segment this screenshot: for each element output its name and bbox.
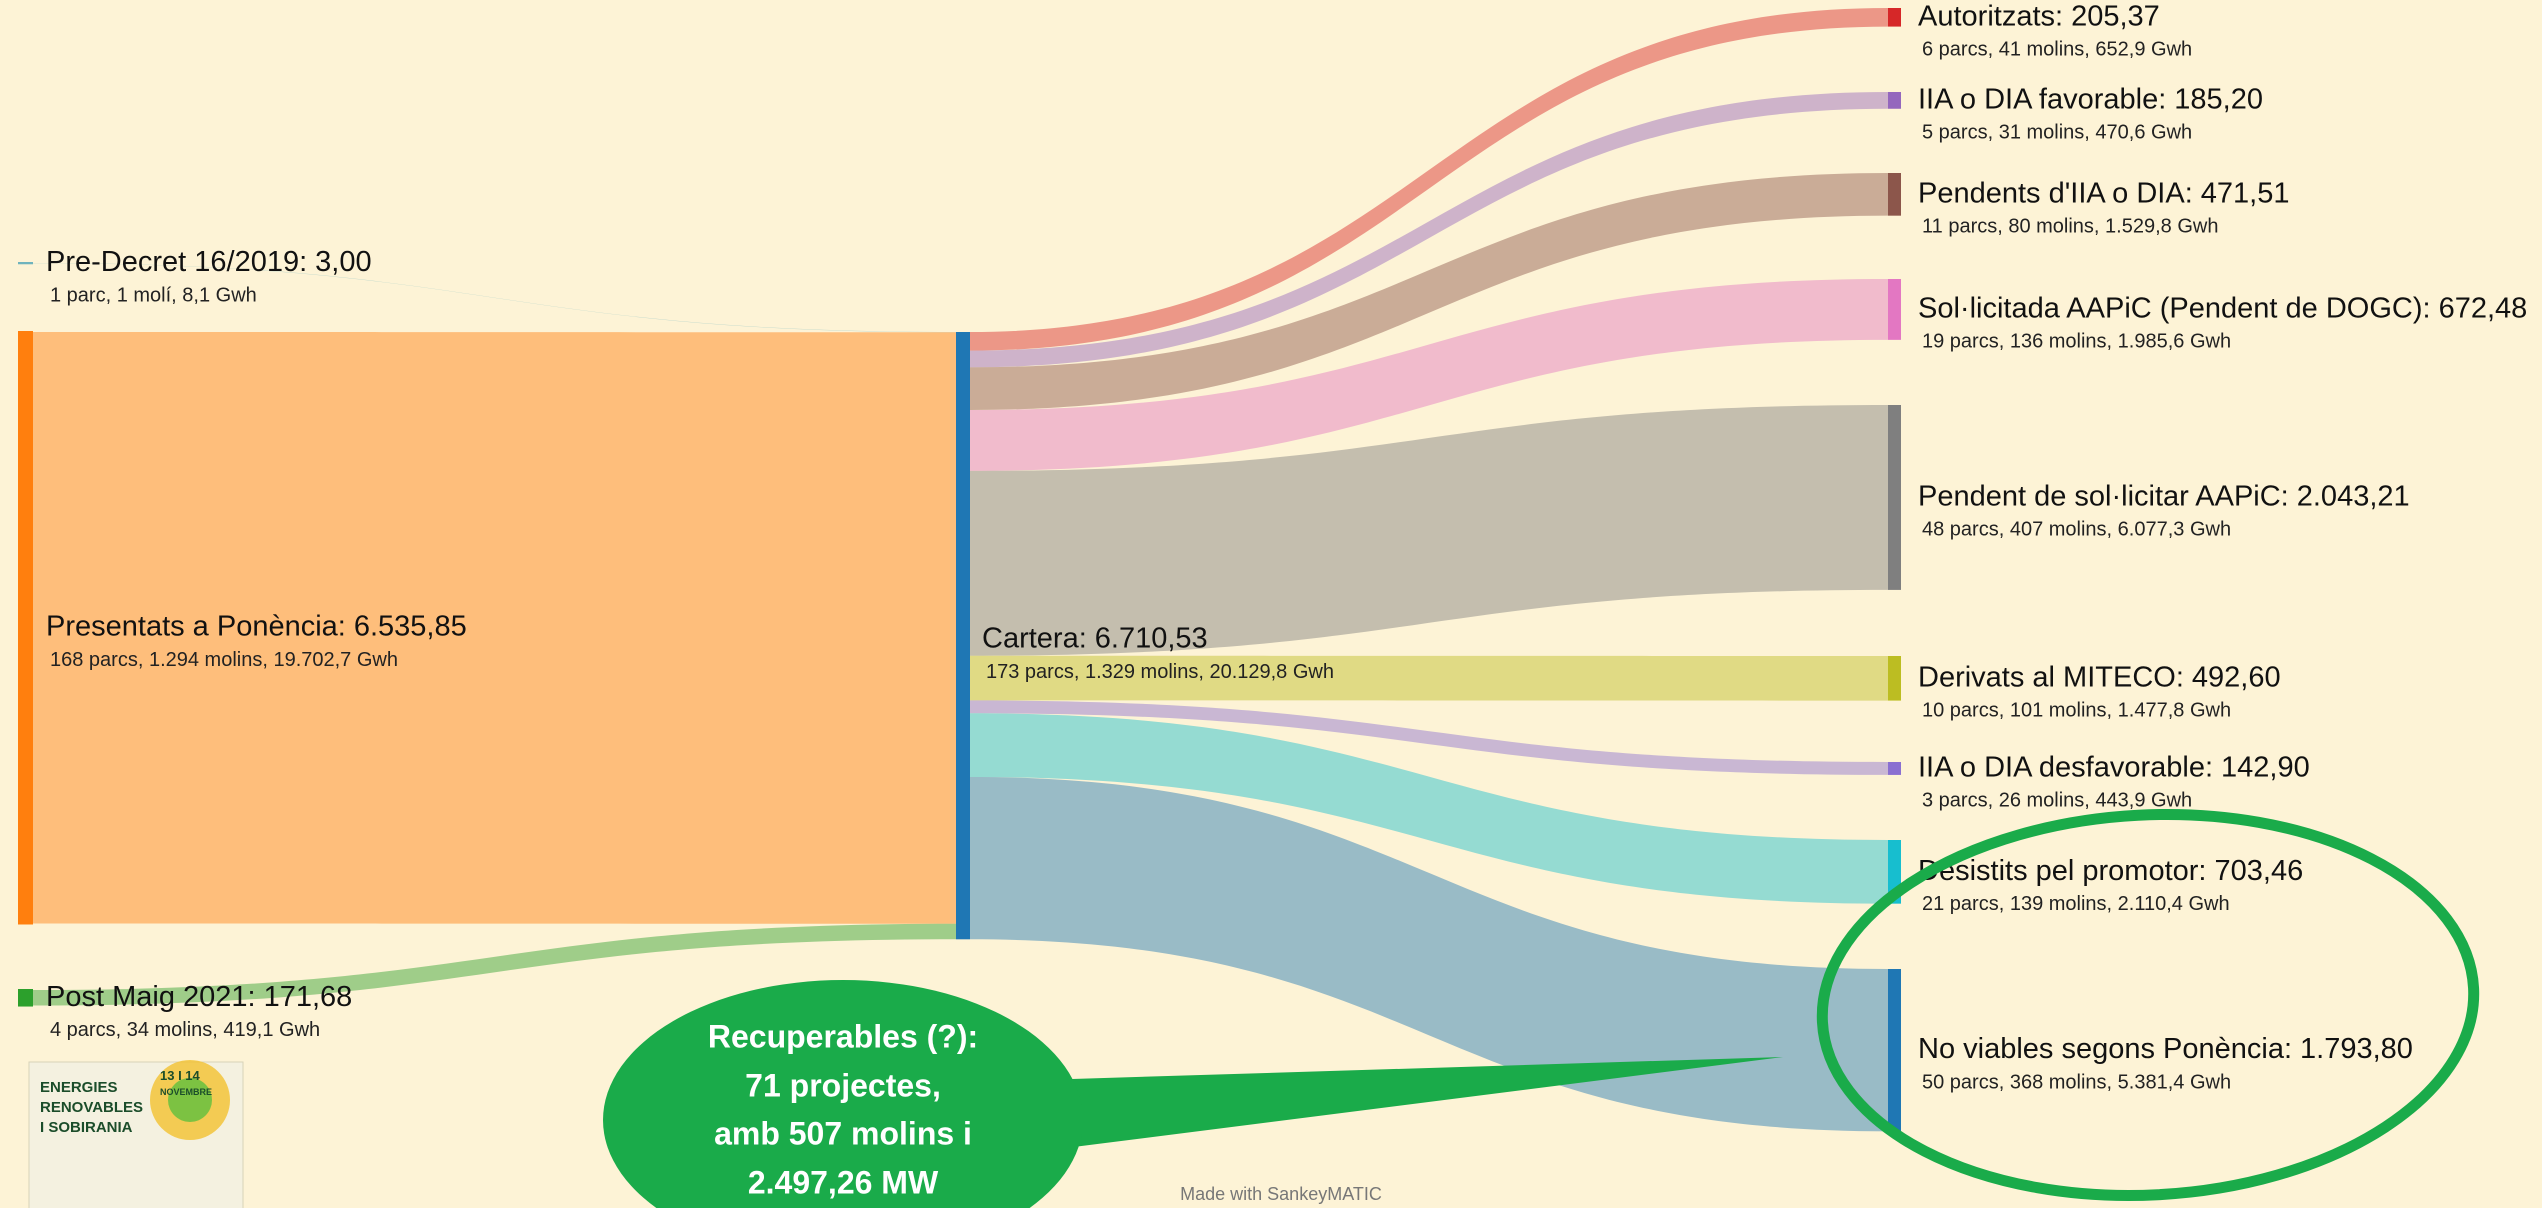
node-detail: 3 parcs, 26 molins, 443,9 Gwh (1922, 790, 2192, 812)
node-detail: 10 parcs, 101 molins, 1.477,8 Gwh (1922, 700, 2231, 722)
flow (970, 92, 1888, 368)
node-label: No viables segons Ponència: 1.793,80 (1918, 1033, 2413, 1065)
annotation-line: 2.497,26 MW (748, 1164, 939, 1200)
node-detail: 4 parcs, 34 molins, 419,1 Gwh (50, 1019, 320, 1041)
target-node (1888, 656, 1901, 701)
annotation-line: 71 projectes, (745, 1067, 941, 1103)
node-value: 471,51 (2201, 177, 2290, 209)
node-value: 2.043,21 (2297, 480, 2410, 512)
node-name: Pendent de sol·licitar AAPiC: (1918, 480, 2289, 512)
node-label: Post Maig 2021: 171,68 (46, 980, 352, 1012)
node-name: Desistits pel promotor: (1918, 854, 2207, 886)
node-label: Pendent de sol·licitar AAPiC: 2.043,21 (1918, 480, 2410, 512)
flow (970, 776, 1888, 1132)
logo-text: RENOVABLES (40, 1099, 143, 1116)
node-value: 205,37 (2071, 0, 2160, 32)
target-node (1888, 173, 1901, 216)
flow (970, 8, 1888, 351)
node-name: IIA o DIA desfavorable: (1918, 751, 2213, 783)
node-value: 171,68 (264, 980, 353, 1012)
node-value: 3,00 (315, 246, 371, 278)
node-value: 492,60 (2192, 661, 2281, 693)
node-detail: 5 parcs, 31 molins, 470,6 Gwh (1922, 122, 2192, 144)
highlight-ring (1816, 808, 2480, 1202)
annotation-bubble: Recuperables (?): 71 projectes, amb 507 … (603, 980, 1783, 1208)
target-node (1888, 92, 1901, 109)
node-name: No viables segons Ponència: (1918, 1033, 2292, 1065)
logo-text: I SOBIRANIA (40, 1119, 133, 1136)
node-name: Derivats al MITECO: (1918, 661, 2184, 693)
node-value: 185,20 (2174, 83, 2263, 115)
node-name: IIA o DIA favorable: (1918, 83, 2166, 115)
target-node (1888, 969, 1901, 1132)
target-node (1888, 8, 1901, 27)
node-label: Desistits pel promotor: 703,46 (1918, 854, 2303, 886)
node-label: Autoritzats: 205,37 (1918, 0, 2160, 32)
node-detail: 173 parcs, 1.329 molins, 20.129,8 Gwh (986, 661, 1334, 683)
node-label: IIA o DIA desfavorable: 142,90 (1918, 751, 2310, 783)
node-label: Derivats al MITECO: 492,60 (1918, 661, 2281, 693)
logo-date: NOVEMBRE (160, 1087, 212, 1097)
node-label: IIA o DIA favorable: 185,20 (1918, 83, 2263, 115)
node-label: Sol·licitada AAPiC (Pendent de DOGC): 672… (1918, 292, 2527, 324)
node-value: 142,90 (2221, 751, 2310, 783)
node-label: Pre-Decret 16/2019: 3,00 (46, 246, 372, 278)
node-name: Sol·licitada AAPiC (Pendent de DOGC): (1918, 292, 2431, 324)
node-detail: 50 parcs, 368 molins, 5.381,4 Gwh (1922, 1071, 2231, 1093)
flow (32, 263, 956, 333)
node-name: Pre-Decret 16/2019: (46, 246, 307, 278)
logo-text: ENERGIES (40, 1079, 118, 1096)
credit: Made with SankeyMATIC (1180, 1184, 1382, 1204)
source-node (18, 989, 33, 1007)
node-value: 6.710,53 (1095, 622, 1208, 654)
logo-date: 13 I 14 (160, 1068, 201, 1083)
node-name: Post Maig 2021: (46, 980, 256, 1012)
node-label: Cartera: 6.710,53 (982, 622, 1208, 654)
node-detail: 1 parc, 1 molí, 8,1 Gwh (50, 284, 257, 306)
node-value: 703,46 (2215, 854, 2304, 886)
flow (970, 173, 1888, 411)
node-value: 6.535,85 (354, 610, 467, 642)
flow (32, 332, 956, 924)
node-value: 672,48 (2439, 292, 2528, 324)
node-label: Presentats a Ponència: 6.535,85 (46, 610, 467, 642)
node-detail: 19 parcs, 136 molins, 1.985,6 Gwh (1922, 331, 2231, 353)
flow (970, 655, 1888, 701)
target-node (1888, 405, 1901, 590)
flow (32, 923, 956, 1006)
node-detail: 21 parcs, 139 molins, 2.110,4 Gwh (1922, 893, 2230, 915)
annotation-line: amb 507 molins i (714, 1115, 972, 1151)
node-name: Cartera: (982, 622, 1087, 654)
target-node (1888, 762, 1901, 775)
target-node (1888, 279, 1901, 340)
node-detail: 168 parcs, 1.294 molins, 19.702,7 Gwh (50, 649, 398, 671)
hub-node (956, 332, 970, 940)
node-detail: 48 parcs, 407 molins, 6.077,3 Gwh (1922, 519, 2231, 541)
flow (970, 279, 1888, 471)
node-detail: 6 parcs, 41 molins, 652,9 Gwh (1922, 39, 2192, 61)
annotation-line: Recuperables (?): (708, 1018, 978, 1054)
node-detail: 11 parcs, 80 molins, 1.529,8 Gwh (1922, 216, 2218, 238)
node-name: Presentats a Ponència: (46, 610, 346, 642)
node-label: Pendents d'IIA o DIA: 471,51 (1918, 177, 2289, 209)
node-value: 1.793,80 (2300, 1033, 2413, 1065)
node-name: Autoritzats: (1918, 0, 2063, 32)
source-node (18, 331, 33, 925)
node-name: Pendents d'IIA o DIA: (1918, 177, 2193, 209)
flow (970, 405, 1888, 656)
flow (970, 700, 1888, 775)
flow (970, 713, 1888, 904)
event-logo: ENERGIES RENOVABLES I SOBIRANIA 13 I 14 … (28, 1060, 244, 1208)
